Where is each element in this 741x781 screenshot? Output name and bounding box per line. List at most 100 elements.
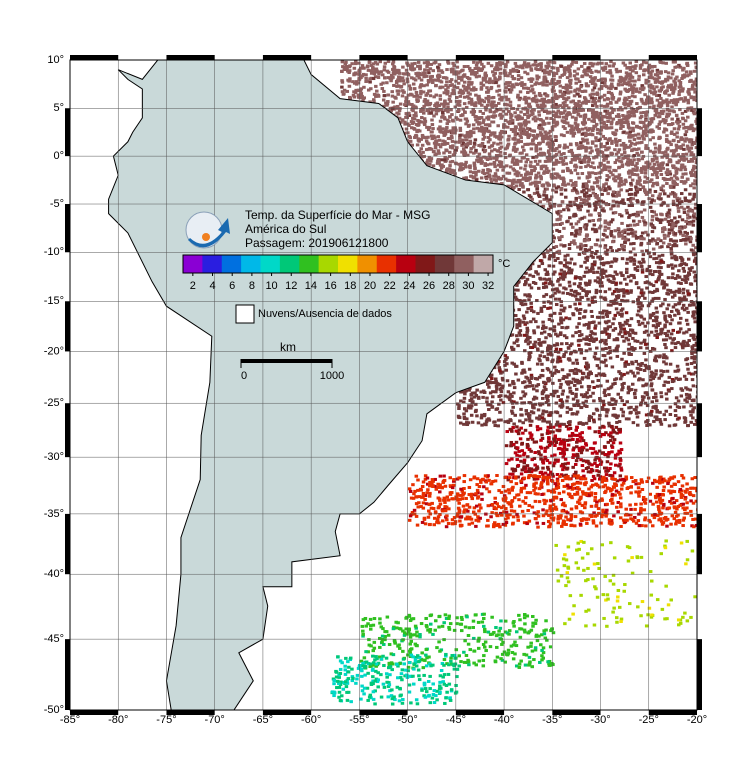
- sst-pixel: [434, 112, 439, 116]
- sst-pixel: [593, 102, 597, 106]
- sst-pixel: [584, 126, 588, 130]
- sst-pixel: [644, 81, 648, 85]
- sst-pixel: [523, 173, 528, 177]
- sst-pixel: [672, 180, 677, 184]
- sst-pixel: [551, 188, 555, 192]
- sst-pixel: [680, 163, 685, 167]
- sst-pixel: [414, 72, 418, 76]
- sst-pixel: [446, 61, 451, 65]
- sst-pixel: [536, 134, 540, 138]
- sst-pixel: [416, 74, 420, 78]
- sst-pixel: [624, 237, 628, 241]
- sst-pixel: [689, 95, 693, 99]
- sst-pixel: [482, 127, 487, 131]
- sst-pixel: [428, 75, 433, 79]
- sst-pixel: [655, 156, 659, 160]
- sst-pixel: [473, 115, 478, 119]
- sst-pixel: [396, 78, 400, 82]
- sst-pixel: [575, 156, 579, 160]
- sst-pixel: [632, 242, 636, 246]
- sst-pixel: [418, 85, 422, 89]
- sst-pixel: [669, 176, 674, 180]
- sst-pixel: [654, 111, 659, 115]
- sst-pixel: [450, 113, 454, 117]
- sst-pixel: [603, 290, 608, 294]
- sst-pixel: [559, 111, 563, 115]
- sst-pixel: [662, 383, 666, 387]
- sst-pixel: [673, 181, 678, 185]
- sst-pixel: [426, 128, 431, 132]
- sst-pixel: [476, 155, 480, 159]
- sst-pixel: [496, 163, 501, 167]
- sst-pixel: [422, 104, 426, 108]
- sst-pixel: [590, 171, 595, 175]
- sst-pixel: [369, 69, 373, 73]
- sst-pixel: [666, 219, 671, 223]
- sst-pixel: [443, 102, 447, 106]
- sst-pixel: [625, 400, 629, 404]
- sst-pixel: [675, 167, 680, 171]
- sst-pixel: [565, 112, 570, 116]
- sst-pixel: [620, 234, 624, 238]
- sst-pixel: [425, 109, 429, 113]
- sst-pixel: [447, 155, 452, 159]
- sst-pixel: [580, 101, 584, 105]
- sst-pixel: [484, 423, 488, 427]
- sst-pixel: [622, 144, 627, 148]
- sst-pixel: [451, 67, 455, 71]
- sst-pixel: [638, 90, 642, 94]
- sst-pixel: [347, 84, 352, 88]
- sst-pixel: [632, 138, 637, 142]
- sst-pixel: [538, 159, 542, 163]
- sst-pixel: [439, 108, 444, 112]
- sst-pixel: [538, 99, 542, 103]
- sst-pixel: [498, 61, 502, 65]
- sst-pixel: [406, 73, 411, 77]
- sst-pixel: [653, 189, 658, 193]
- sst-pixel: [475, 61, 480, 65]
- sst-pixel: [518, 134, 522, 138]
- sst-pixel: [598, 397, 602, 401]
- sst-pixel: [472, 86, 476, 90]
- sst-pixel: [395, 79, 399, 83]
- sst-pixel: [604, 148, 608, 152]
- sst-pixel: [632, 374, 637, 378]
- sst-pixel: [400, 76, 405, 80]
- sst-pixel: [628, 139, 632, 143]
- sst-pixel: [458, 165, 463, 169]
- sst-pixel: [482, 155, 486, 159]
- sst-pixel: [622, 130, 626, 134]
- sst-pixel: [546, 137, 551, 141]
- sst-pixel: [496, 101, 501, 105]
- sst-pixel: [599, 85, 604, 89]
- sst-pixel: [399, 85, 403, 89]
- sst-pixel: [632, 114, 637, 118]
- sst-pixel: [580, 127, 585, 131]
- sst-pixel: [441, 139, 445, 143]
- sst-pixel: [591, 79, 596, 83]
- sst-pixel: [641, 101, 646, 105]
- sst-pixel: [499, 162, 503, 166]
- sst-pixel: [546, 65, 550, 69]
- sst-pixel: [581, 401, 585, 405]
- sst-pixel: [586, 209, 590, 213]
- sst-pixel: [629, 242, 633, 246]
- sst-pixel: [635, 222, 640, 226]
- sst-pixel: [419, 137, 423, 141]
- sst-pixel: [448, 170, 452, 174]
- sst-pixel: [583, 115, 588, 119]
- sst-pixel: [472, 161, 477, 165]
- sst-pixel: [621, 198, 625, 202]
- sst-pixel: [661, 101, 665, 105]
- sst-pixel: [490, 96, 494, 100]
- sst-pixel: [620, 108, 624, 112]
- sst-pixel: [452, 85, 457, 89]
- sst-pixel: [573, 203, 577, 207]
- sst-pixel: [451, 90, 456, 94]
- sst-pixel: [597, 99, 601, 103]
- sst-pixel: [487, 152, 492, 156]
- sst-pixel: [486, 88, 491, 92]
- sst-pixel: [598, 111, 602, 115]
- sst-pixel: [521, 185, 525, 189]
- sst-pixel: [591, 127, 596, 131]
